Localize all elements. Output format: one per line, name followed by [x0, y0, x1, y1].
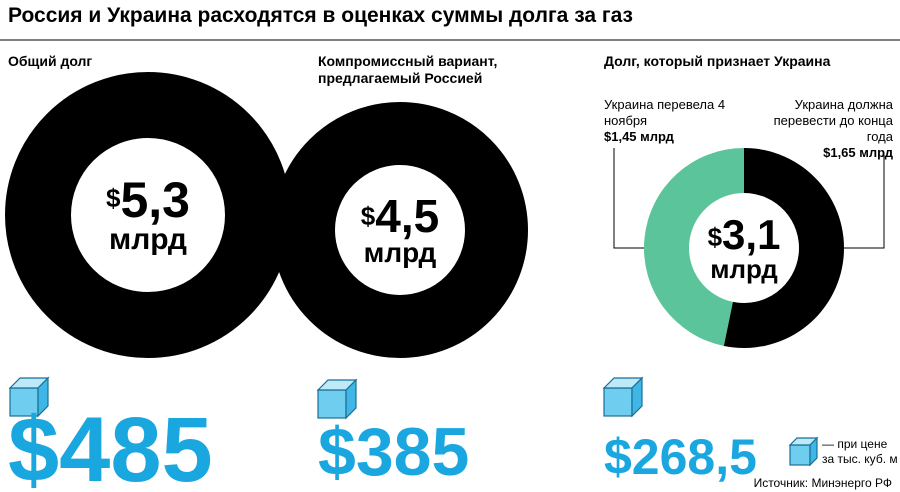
segment-value: $1,45 млрд	[604, 129, 674, 144]
panel-title: Компромиссный вариант, предлагаемый Росс…	[318, 53, 498, 86]
donut-ring	[5, 72, 291, 358]
donut-segment	[644, 148, 744, 346]
donut-ring	[272, 102, 528, 358]
cube-icons	[8, 376, 819, 467]
leader-lines	[613, 148, 885, 249]
center-unit: млрд	[710, 254, 778, 284]
center-amount: $5,3	[106, 175, 190, 225]
currency: $	[106, 183, 121, 213]
panel-title: Долг, который признает Украина	[604, 53, 831, 69]
center-amount: $4,5	[361, 193, 439, 239]
currency: $	[360, 201, 376, 231]
title: Россия и Украина расходятся в оценках су…	[8, 4, 633, 27]
segment-label: Украина должна перевести до конца года $1…	[768, 97, 893, 161]
segment-category: Украина должна перевести до конца года	[773, 97, 893, 144]
panel-title: Общий долг	[8, 53, 93, 69]
center-amount: $3,1	[708, 214, 781, 256]
legend-text: — при цене за тыс. куб. м	[822, 437, 898, 466]
donut-segment	[723, 148, 845, 348]
center-label: $3,1 млрд	[708, 214, 781, 284]
center-value: 4,5	[375, 190, 440, 242]
center-label: $5,3 млрд	[106, 175, 190, 255]
center-unit: млрд	[363, 237, 437, 268]
center-value: 3,1	[722, 211, 781, 258]
segment-category: Украина перевела 4 ноября	[604, 97, 726, 128]
currency: $	[707, 222, 723, 252]
segment-label: Украина перевела 4 ноября $1,45 млрд	[604, 97, 729, 145]
center-unit: млрд	[109, 223, 187, 256]
source: Источник: Минэнерго РФ	[753, 476, 892, 490]
segment-value: $1,65 млрд	[823, 145, 893, 160]
price: $485	[8, 399, 213, 492]
center-value: 5,3	[120, 172, 190, 228]
price: $268,5	[604, 429, 757, 485]
price: $385	[318, 414, 470, 490]
center-label: $4,5 млрд	[361, 193, 439, 267]
